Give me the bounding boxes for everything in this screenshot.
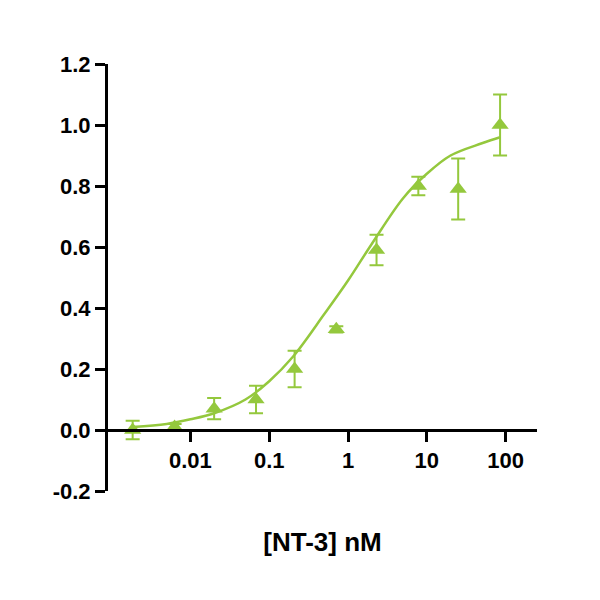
svg-text:1: 1	[342, 448, 354, 473]
svg-text:100: 100	[487, 448, 524, 473]
svg-text:0.8: 0.8	[60, 174, 91, 199]
svg-text:10: 10	[415, 448, 439, 473]
svg-text:0.4: 0.4	[60, 296, 91, 321]
svg-text:0.1: 0.1	[254, 448, 285, 473]
svg-text:[NT-3] nM: [NT-3] nM	[263, 527, 381, 557]
svg-text:1.0: 1.0	[60, 113, 91, 138]
svg-text:0.2: 0.2	[60, 357, 91, 382]
svg-text:0.01: 0.01	[169, 448, 212, 473]
svg-text:1.2: 1.2	[60, 52, 91, 77]
svg-text:0.0: 0.0	[60, 418, 91, 443]
svg-text:0.6: 0.6	[60, 235, 91, 260]
svg-text:-0.2: -0.2	[53, 479, 91, 504]
